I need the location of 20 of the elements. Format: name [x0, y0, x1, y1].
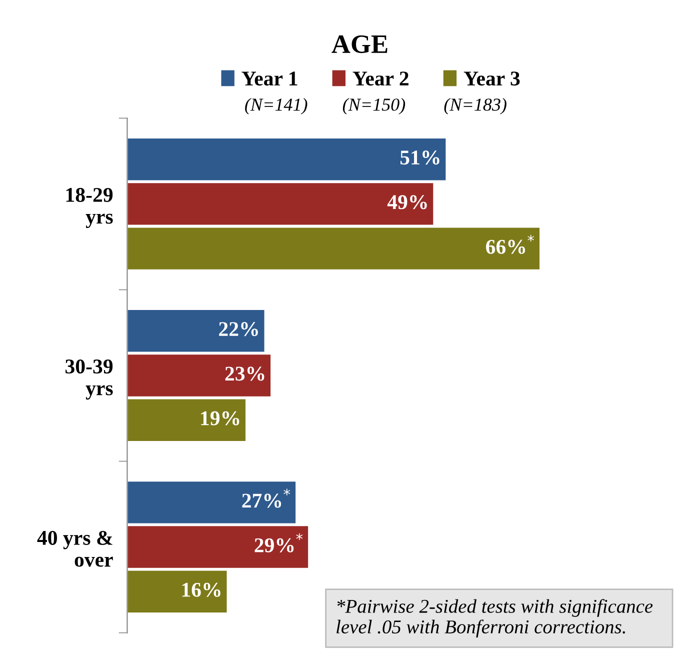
- chart-title: AGE: [332, 35, 388, 54]
- data-label: 27%$^{*}$: [242, 488, 290, 508]
- legend-label: Year 3: [464, 72, 520, 86]
- y-tick-label: 18-29 yrs: [66, 188, 113, 228]
- y-tick-label: 30-39 yrs: [66, 359, 113, 400]
- y-tick-label: 40 yrs & over: [37, 530, 113, 567]
- text: (N=183): [444, 98, 506, 114]
- annotation: *Pairwise 2-sided tests with significance level .05 with Bonferroni corrections.: [336, 599, 653, 638]
- legend-label: Year 1: [242, 72, 298, 86]
- data-label: 16%: [182, 582, 220, 597]
- data-label: 22%: [219, 322, 258, 336]
- data-label: 29%$^{*}$: [254, 533, 303, 552]
- data-label: 49%: [387, 195, 427, 210]
- data-label: 23%: [225, 366, 264, 381]
- text: (N=150): [342, 98, 406, 114]
- legend-label: Year 2: [352, 72, 408, 86]
- data-label: 66%$^{*}$: [486, 234, 534, 254]
- data-label: 51%: [400, 150, 440, 165]
- data-label: 19%: [201, 411, 240, 426]
- text: (N=141): [245, 98, 308, 114]
